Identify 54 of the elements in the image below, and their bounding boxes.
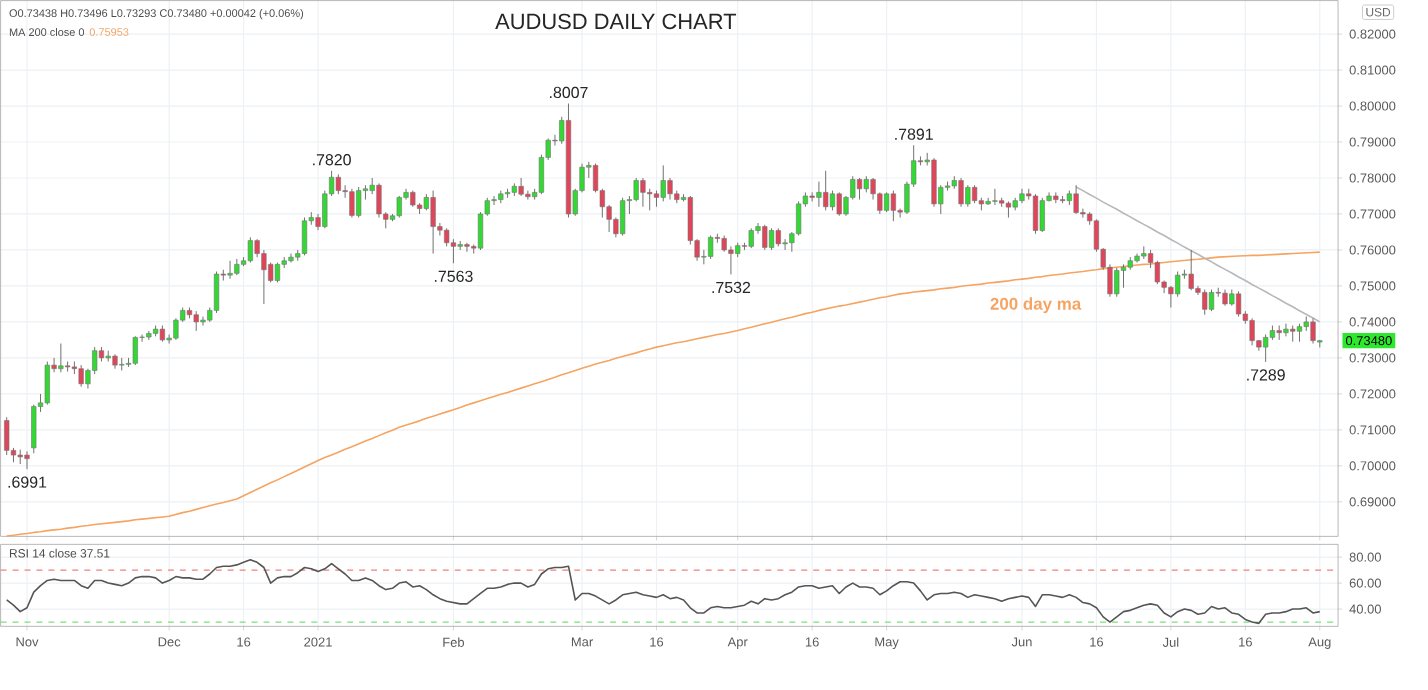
candlestick [227, 260, 233, 280]
candlestick [884, 191, 890, 213]
candlestick [1114, 267, 1120, 298]
candlestick [931, 157, 937, 208]
candlestick [1188, 249, 1194, 291]
candlestick [356, 186, 362, 218]
candlestick [640, 177, 646, 208]
candlestick [762, 224, 768, 251]
candlestick [823, 170, 829, 211]
candlestick [78, 364, 84, 388]
chart-title: AUDUSD DAILY CHART [495, 13, 737, 29]
candlestick [301, 216, 308, 256]
candlestick [1032, 193, 1039, 235]
candlestick [274, 261, 281, 283]
candlestick [44, 360, 50, 406]
series-label: 200 day ma [990, 297, 1082, 313]
candlestick [958, 177, 964, 208]
candlestick [1208, 288, 1215, 312]
candlestick [24, 450, 30, 470]
candlestick [829, 189, 836, 211]
candlestick [782, 238, 788, 251]
candlestick [1283, 323, 1289, 337]
candlestick [836, 191, 842, 217]
candlestick [396, 195, 402, 218]
candlestick [1310, 317, 1316, 344]
candlestick [1073, 184, 1079, 215]
candlestick [1249, 317, 1255, 346]
candlestick [660, 164, 666, 202]
candlestick [193, 310, 199, 332]
candlestick [1120, 263, 1127, 289]
candlestick [856, 177, 863, 200]
candlestick [708, 234, 714, 260]
candlestick [816, 180, 822, 208]
candlestick [965, 184, 971, 208]
candlestick [4, 416, 10, 456]
candlestick [132, 335, 138, 366]
candlestick [1235, 290, 1242, 317]
candlestick [992, 188, 998, 206]
candlestick [748, 227, 754, 249]
candlestick [518, 177, 524, 197]
candlestick [335, 173, 341, 195]
candlestick [1263, 333, 1269, 363]
candlestick [247, 236, 253, 263]
candlestick [890, 189, 896, 222]
candlestick [1202, 288, 1208, 316]
candlestick [213, 270, 220, 314]
candlestick [430, 189, 436, 254]
candlestick [667, 177, 673, 200]
candlestick [349, 188, 355, 218]
candlestick [796, 200, 802, 236]
candlestick [1039, 197, 1045, 233]
candlestick [58, 342, 64, 373]
candlestick [768, 227, 775, 251]
candlestick [620, 197, 626, 236]
